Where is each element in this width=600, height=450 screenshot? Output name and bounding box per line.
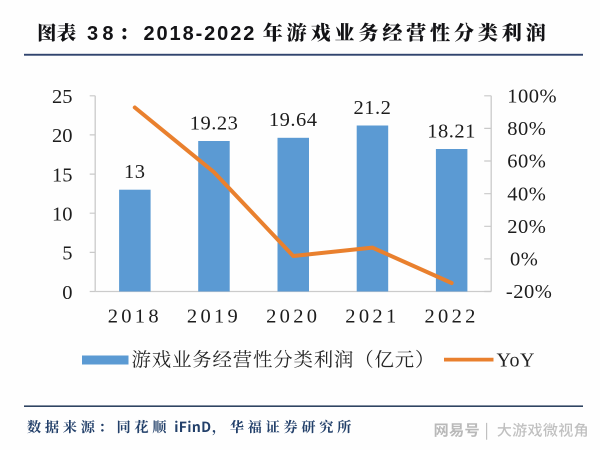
svg-text:38: 38 bbox=[87, 23, 118, 45]
svg-text:0: 0 bbox=[62, 282, 72, 304]
svg-text:25: 25 bbox=[52, 86, 73, 108]
svg-text:2018: 2018 bbox=[108, 306, 162, 328]
svg-text:15: 15 bbox=[52, 164, 73, 186]
svg-text:2018-2022: 2018-2022 bbox=[144, 23, 257, 45]
svg-text:20%: 20% bbox=[507, 216, 546, 238]
svg-text:40%: 40% bbox=[507, 183, 546, 205]
svg-text:60%: 60% bbox=[507, 151, 546, 173]
svg-text:13: 13 bbox=[124, 161, 146, 183]
svg-text:80%: 80% bbox=[507, 118, 546, 140]
svg-text:19.23: 19.23 bbox=[190, 112, 239, 134]
svg-text:5: 5 bbox=[62, 243, 72, 265]
svg-text:21.2: 21.2 bbox=[353, 97, 391, 119]
svg-text:2022: 2022 bbox=[424, 306, 478, 328]
svg-text:100%: 100% bbox=[507, 86, 557, 108]
svg-text:-20%: -20% bbox=[506, 281, 552, 303]
svg-text:2020: 2020 bbox=[266, 306, 320, 328]
svg-text:0%: 0% bbox=[510, 249, 538, 271]
svg-text:2019: 2019 bbox=[187, 306, 241, 328]
svg-text:20: 20 bbox=[52, 125, 73, 147]
svg-text:YoY: YoY bbox=[497, 349, 535, 371]
svg-text:2021: 2021 bbox=[345, 306, 399, 328]
svg-text:19.64: 19.64 bbox=[269, 109, 318, 131]
svg-text:18.21: 18.21 bbox=[427, 120, 476, 142]
svg-text:10: 10 bbox=[52, 204, 73, 226]
